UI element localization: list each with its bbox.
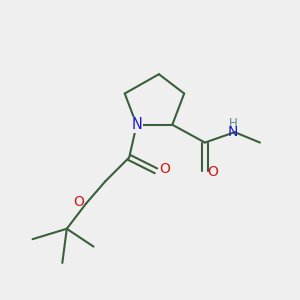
Text: O: O [73,195,84,209]
Text: O: O [207,165,218,179]
Text: H: H [229,117,238,130]
Text: N: N [228,125,238,139]
Text: O: O [159,162,170,176]
Text: N: N [131,117,142,132]
